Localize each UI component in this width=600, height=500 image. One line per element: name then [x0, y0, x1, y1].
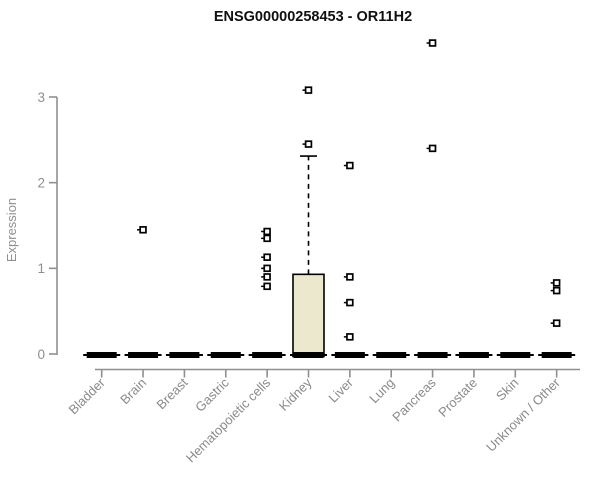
outlier-point	[263, 234, 271, 243]
outlier-point	[346, 298, 354, 307]
y-tick-label: 3	[37, 90, 45, 105]
x-tick-label: Pancreas	[389, 375, 439, 425]
x-tick-label: Breast	[153, 375, 190, 412]
x-tick-label: Prostate	[435, 375, 480, 420]
outlier-point	[346, 273, 354, 281]
boxplot-unknown-other	[538, 279, 576, 358]
boxplot-brain	[124, 226, 162, 358]
box-series	[83, 39, 576, 358]
x-tick-label: Liver	[325, 375, 356, 406]
chart-title: ENSG00000258453 - OR11H2	[214, 9, 412, 25]
outlier-point	[552, 319, 561, 327]
x-tick-label: Brain	[117, 375, 149, 407]
x-tick-label: Kidney	[276, 375, 315, 414]
x-tick-label: Lung	[366, 375, 397, 406]
outlier-point	[263, 227, 271, 236]
outlier-point	[263, 282, 271, 291]
outlier-point	[263, 264, 271, 273]
outlier-point	[304, 86, 313, 94]
x-tick-label: Bladder	[66, 375, 109, 418]
outlier-point	[552, 279, 561, 287]
y-axis-label: Expression	[4, 198, 19, 262]
x-tick-label: Unknown / Other	[483, 375, 563, 455]
box	[292, 273, 325, 358]
y-tick-label: 2	[37, 175, 45, 190]
outlier-point	[428, 39, 437, 47]
outlier-point	[428, 144, 437, 153]
boxplot-hematopoietic-cells	[248, 227, 286, 358]
outlier-point	[346, 333, 354, 341]
boxplot-pancreas	[414, 39, 452, 358]
outlier-point	[263, 273, 271, 281]
outlier-point	[552, 286, 561, 295]
x-tick-label: Skin	[493, 375, 521, 403]
outlier-point	[139, 226, 147, 234]
boxplot-kidney	[290, 86, 327, 358]
y-tick-label: 1	[37, 261, 45, 276]
outlier-point	[346, 161, 354, 170]
outlier-point	[304, 140, 313, 148]
y-tick-label: 0	[37, 347, 45, 362]
boxplot-liver	[331, 161, 369, 358]
outlier-point	[263, 253, 271, 261]
x-tick-label: Gastric	[192, 375, 232, 415]
